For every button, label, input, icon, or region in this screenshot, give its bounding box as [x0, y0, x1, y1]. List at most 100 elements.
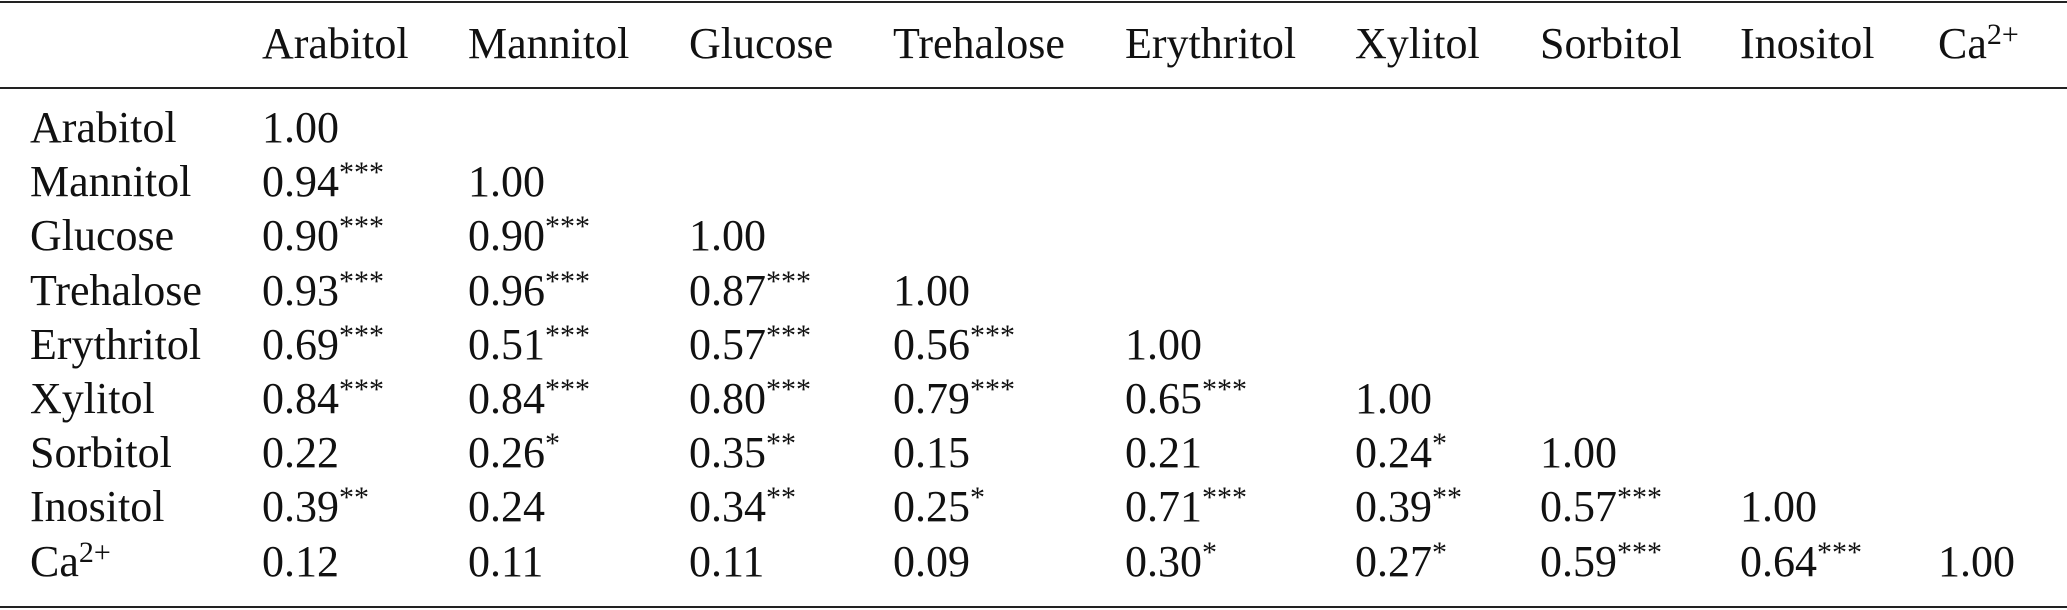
- top-rule: [0, 1, 2067, 3]
- column-header-text: Inositol: [1740, 19, 1875, 68]
- table-cell-superscript: ***: [339, 373, 384, 406]
- table-cell-superscript: ***: [970, 373, 1015, 406]
- table-cell: 0.22: [262, 431, 339, 475]
- column-header-superscript: 2+: [1986, 18, 2019, 51]
- table-cell-text: 0.22: [262, 428, 339, 478]
- row-label-text: Ca: [30, 536, 79, 586]
- table-cell-superscript: ***: [766, 318, 811, 352]
- table-cell-text: 0.12: [262, 536, 339, 586]
- table-cell-text: 0.24: [1355, 428, 1432, 478]
- table-cell-superscript: ***: [1202, 481, 1247, 515]
- table-cell: 0.65***: [1125, 374, 1247, 423]
- table-cell-text: 0.71: [1125, 482, 1202, 532]
- table-cell-superscript: ***: [1202, 373, 1247, 406]
- row-label: Arabitol: [30, 106, 177, 150]
- row-label-text: Trehalose: [30, 265, 202, 315]
- table-cell: 0.25*: [893, 483, 985, 529]
- table-cell: 0.21: [1125, 431, 1202, 475]
- table-cell: 0.24: [468, 485, 545, 529]
- table-cell: 0.93***: [262, 265, 384, 315]
- table-cell-superscript: ***: [339, 318, 384, 352]
- table-cell-superscript: ***: [1617, 535, 1662, 569]
- table-cell: 0.39**: [262, 482, 369, 532]
- table-cell-text: 0.79: [893, 374, 970, 423]
- table-cell: 0.90***: [262, 212, 384, 258]
- row-label: Erythritol: [30, 319, 202, 369]
- table-cell-superscript: *: [1202, 535, 1217, 569]
- table-cell-text: 1.00: [1938, 536, 2015, 586]
- column-header-text: Arabitol: [262, 19, 409, 68]
- table-cell: 0.39**: [1355, 483, 1462, 529]
- table-cell: 0.11: [468, 539, 543, 584]
- table-cell-superscript: *: [545, 427, 560, 461]
- table-cell-text: 0.93: [262, 265, 339, 315]
- table-cell: 0.57***: [1540, 483, 1662, 529]
- column-header-text: Mannitol: [468, 19, 630, 68]
- table-cell: 0.24*: [1355, 428, 1447, 478]
- table-cell-text: 0.90: [468, 211, 545, 261]
- table-cell: 0.96***: [468, 265, 590, 315]
- column-header-text: Sorbitol: [1540, 19, 1682, 68]
- table-cell-text: 0.35: [689, 428, 766, 478]
- table-cell: 0.11: [689, 536, 765, 586]
- table-cell: 0.84***: [468, 374, 590, 423]
- table-cell: 1.00: [689, 214, 766, 258]
- column-header: Erythritol: [1125, 22, 1296, 66]
- table-cell: 0.27*: [1355, 537, 1447, 584]
- table-cell-text: 1.00: [893, 265, 970, 315]
- table-cell-text: 0.51: [468, 319, 545, 369]
- table-cell-text: 0.15: [893, 428, 970, 478]
- table-cell-text: 0.87: [689, 265, 766, 315]
- table-cell-superscript: ***: [339, 156, 384, 190]
- table-cell: 0.84***: [262, 375, 384, 421]
- table-cell: 1.00: [1355, 377, 1432, 421]
- table-cell-text: 1.00: [1540, 428, 1617, 478]
- row-label: Mannitol: [30, 160, 191, 204]
- table-cell-superscript: **: [339, 481, 369, 515]
- table-cell-superscript: *: [1432, 535, 1447, 569]
- row-label: Glucose: [30, 214, 174, 258]
- table-cell-text: 0.11: [689, 536, 765, 586]
- table-cell: 0.12: [262, 536, 339, 586]
- column-header-text: Trehalose: [893, 19, 1065, 68]
- column-header: Inositol: [1740, 22, 1874, 66]
- table-cell: 1.00: [1125, 319, 1202, 369]
- column-header: Arabitol: [262, 22, 409, 66]
- table-cell-superscript: ***: [545, 210, 590, 244]
- table-cell: 1.00: [1540, 431, 1617, 475]
- table-cell: 0.15: [893, 431, 970, 475]
- table-cell-superscript: ***: [766, 264, 811, 298]
- column-header-text: Ca: [1938, 19, 1987, 68]
- table-cell-text: 0.09: [893, 536, 970, 586]
- row-label: Ca2+: [30, 536, 111, 586]
- column-header: Xylitol: [1355, 22, 1480, 66]
- table-cell: 0.79***: [893, 374, 1015, 423]
- table-cell-text: 0.30: [1125, 536, 1202, 586]
- row-label-text: Erythritol: [30, 319, 202, 369]
- header-rule: [0, 87, 2067, 89]
- row-label-text: Xylitol: [30, 374, 155, 423]
- column-header-text: Erythritol: [1125, 19, 1297, 68]
- bottom-rule: [0, 606, 2067, 608]
- row-label-text: Arabitol: [30, 103, 177, 152]
- table-cell-superscript: ***: [339, 264, 384, 298]
- table-cell: 0.57***: [689, 320, 811, 367]
- table-cell-superscript: ***: [545, 318, 590, 352]
- table-cell-superscript: ***: [545, 264, 590, 298]
- column-header: Sorbitol: [1540, 22, 1682, 66]
- table-cell-text: 0.80: [689, 374, 766, 423]
- table-cell-text: 0.39: [262, 482, 339, 532]
- table-cell-text: 0.84: [468, 374, 545, 423]
- table-cell: 1.00: [1938, 536, 2015, 586]
- table-cell-text: 0.65: [1125, 374, 1202, 423]
- table-cell: 1.00: [893, 265, 970, 315]
- table-cell: 1.00: [262, 106, 339, 150]
- table-cell-text: 0.24: [468, 482, 545, 532]
- table-cell-text: 0.96: [468, 265, 545, 315]
- table-cell-superscript: **: [766, 481, 796, 515]
- table-cell-text: 1.00: [1125, 319, 1202, 369]
- table-cell-text: 0.59: [1540, 536, 1617, 586]
- table-cell: 0.64***: [1740, 537, 1862, 584]
- table-cell-text: 1.00: [1740, 482, 1817, 532]
- table-cell: 0.35**: [689, 428, 796, 478]
